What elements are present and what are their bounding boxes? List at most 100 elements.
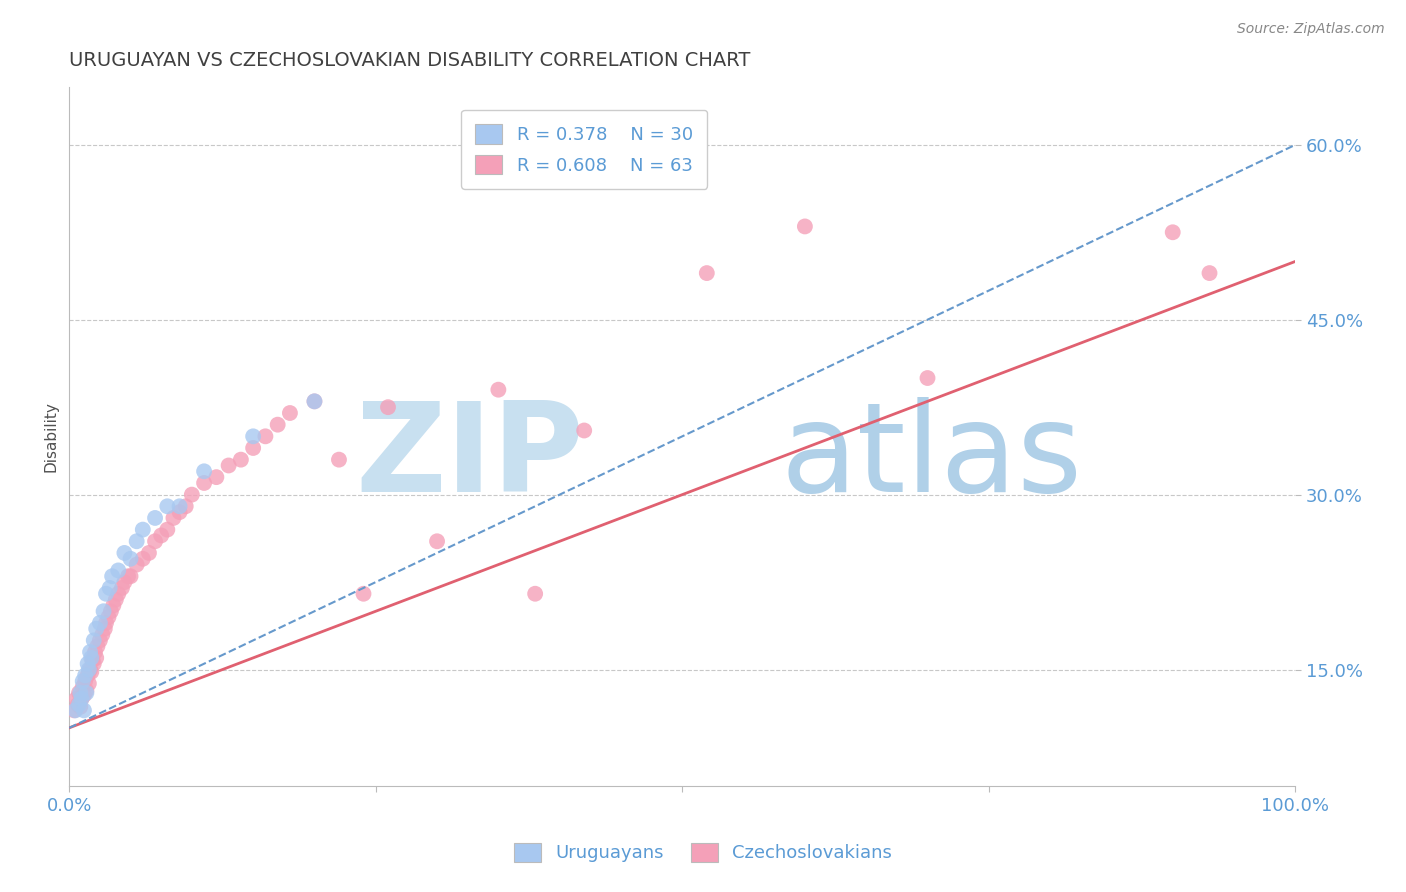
Point xyxy=(84,622,107,636)
Point xyxy=(80,651,103,665)
Point xyxy=(156,523,179,537)
Point xyxy=(69,699,91,714)
Point xyxy=(174,500,197,514)
Point xyxy=(111,581,134,595)
Point xyxy=(86,639,108,653)
Text: atlas: atlas xyxy=(780,397,1083,518)
Point xyxy=(94,587,117,601)
Point xyxy=(132,551,155,566)
Point xyxy=(94,615,117,630)
Point xyxy=(304,394,326,409)
Point xyxy=(524,587,547,601)
Point xyxy=(72,680,94,694)
Point xyxy=(84,651,107,665)
Point xyxy=(120,569,142,583)
Point xyxy=(143,511,166,525)
Point xyxy=(218,458,240,473)
Point xyxy=(169,505,191,519)
Point xyxy=(98,581,121,595)
Point xyxy=(117,569,139,583)
Point xyxy=(70,691,93,706)
Point xyxy=(79,663,101,677)
Point xyxy=(77,663,100,677)
Point xyxy=(180,488,202,502)
Point xyxy=(328,452,350,467)
Point xyxy=(1198,266,1220,280)
Point xyxy=(100,604,122,618)
Point xyxy=(66,698,89,712)
Point xyxy=(75,674,97,689)
Point xyxy=(254,429,277,443)
Point xyxy=(79,645,101,659)
Point xyxy=(76,668,98,682)
Point xyxy=(77,676,100,690)
Point xyxy=(73,688,96,702)
Point xyxy=(193,464,215,478)
Point xyxy=(278,406,301,420)
Point xyxy=(696,266,718,280)
Text: Source: ZipAtlas.com: Source: ZipAtlas.com xyxy=(1237,22,1385,37)
Point xyxy=(486,383,509,397)
Point xyxy=(101,569,124,583)
Point xyxy=(73,703,96,717)
Point xyxy=(242,429,264,443)
Point xyxy=(193,475,215,490)
Legend: R = 0.378    N = 30, R = 0.608    N = 63: R = 0.378 N = 30, R = 0.608 N = 63 xyxy=(461,110,707,189)
Point xyxy=(104,592,127,607)
Point xyxy=(83,657,105,671)
Point xyxy=(65,703,87,717)
Point xyxy=(107,563,129,577)
Point xyxy=(353,587,375,601)
Point xyxy=(574,424,596,438)
Point xyxy=(125,534,148,549)
Point xyxy=(112,575,135,590)
Point xyxy=(229,452,252,467)
Point xyxy=(83,633,105,648)
Point xyxy=(793,219,815,234)
Point xyxy=(426,534,449,549)
Point xyxy=(82,653,104,667)
Point xyxy=(162,511,184,525)
Point xyxy=(84,645,107,659)
Point xyxy=(89,615,111,630)
Point xyxy=(67,698,90,712)
Point xyxy=(125,558,148,572)
Point xyxy=(75,668,97,682)
Point xyxy=(67,686,90,700)
Point xyxy=(107,587,129,601)
Point xyxy=(266,417,288,432)
Point xyxy=(97,610,120,624)
Point xyxy=(75,686,97,700)
Point xyxy=(304,394,326,409)
Point xyxy=(132,523,155,537)
Point xyxy=(143,534,166,549)
Point xyxy=(93,604,115,618)
Point xyxy=(75,683,97,698)
Point xyxy=(112,546,135,560)
Point xyxy=(103,599,125,613)
Text: URUGUAYAN VS CZECHOSLOVAKIAN DISABILITY CORRELATION CHART: URUGUAYAN VS CZECHOSLOVAKIAN DISABILITY … xyxy=(69,51,751,70)
Point xyxy=(205,470,228,484)
Point xyxy=(91,627,114,641)
Point xyxy=(69,686,91,700)
Point xyxy=(65,691,87,706)
Point xyxy=(150,528,173,542)
Point xyxy=(89,633,111,648)
Text: ZIP: ZIP xyxy=(356,397,585,518)
Legend: Uruguayans, Czechoslovakians: Uruguayans, Czechoslovakians xyxy=(506,836,900,870)
Point xyxy=(120,551,142,566)
Point xyxy=(1161,225,1184,239)
Y-axis label: Disability: Disability xyxy=(44,401,58,472)
Point xyxy=(94,622,117,636)
Point xyxy=(63,703,86,717)
Point xyxy=(917,371,939,385)
Point xyxy=(242,441,264,455)
Point xyxy=(70,691,93,706)
Point xyxy=(80,665,103,679)
Point xyxy=(76,657,98,671)
Point xyxy=(169,500,191,514)
Point xyxy=(156,500,179,514)
Point xyxy=(138,546,160,560)
Point xyxy=(377,400,399,414)
Point xyxy=(72,674,94,689)
